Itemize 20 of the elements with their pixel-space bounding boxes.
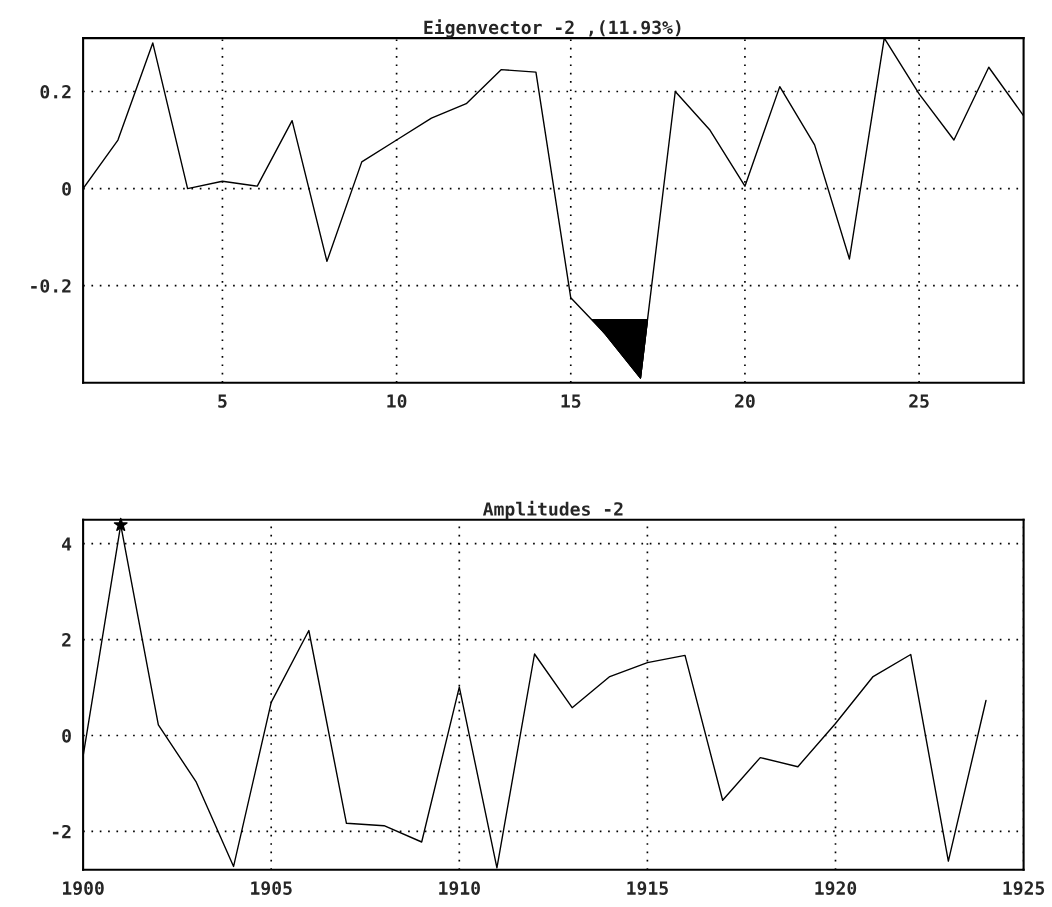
y-tick-label: 2 xyxy=(62,633,71,647)
x-tick-label: 1910 xyxy=(439,881,480,895)
x-tick-label: 1925 xyxy=(1003,881,1045,895)
y-tick-label: 0.2 xyxy=(40,84,71,99)
y-tick-label: 0 xyxy=(62,728,71,743)
x-tick-label: 1900 xyxy=(63,881,104,895)
x-tick-label: 1905 xyxy=(251,881,292,895)
y-tick-label: -2 xyxy=(52,824,71,839)
x-tick-label: 1920 xyxy=(815,881,857,895)
chart-title: Amplitudes -2 xyxy=(482,500,623,520)
y-tick-label: -0.2 xyxy=(31,279,71,293)
x-tick-label: 5 xyxy=(218,394,227,408)
y-tick-label: 4 xyxy=(62,537,72,551)
x-tick-label: 25 xyxy=(909,394,929,408)
x-tick-label: 15 xyxy=(561,394,581,408)
y-tick-label: 0 xyxy=(62,182,71,196)
x-tick-label: 20 xyxy=(735,394,755,408)
x-tick-label: 1915 xyxy=(627,881,668,895)
x-tick-label: 10 xyxy=(387,394,407,408)
chart-title: Eigenvector -2 ,(11.93%) xyxy=(424,19,681,38)
